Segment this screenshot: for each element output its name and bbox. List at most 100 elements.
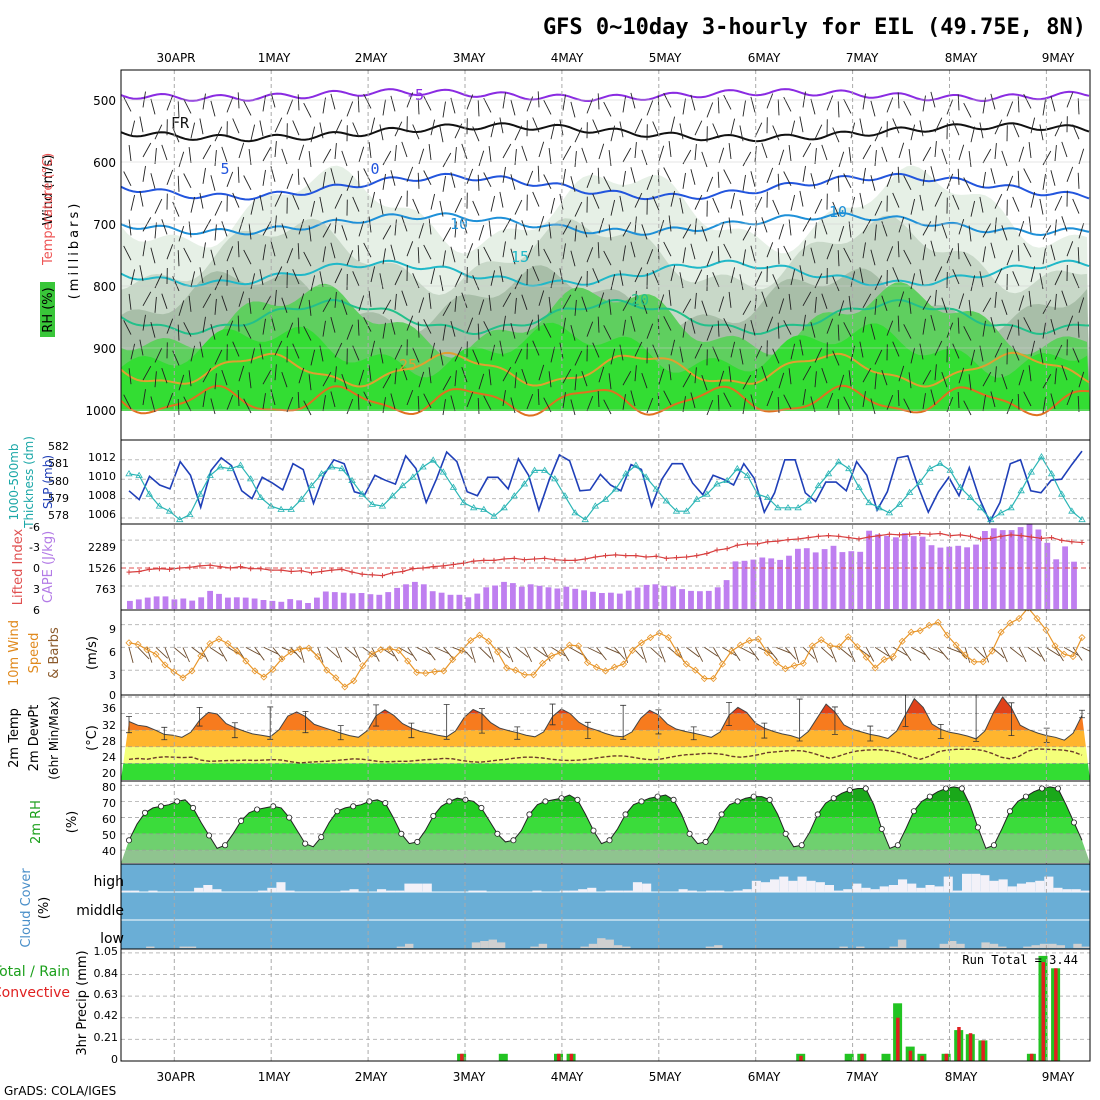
cape-bar [625,590,632,609]
li-point [450,562,456,568]
li-axis-label: Lifted Index [11,528,26,605]
wind10-barb [443,647,455,660]
wind-barb [358,295,365,311]
wind-barb [243,324,252,339]
wind-barb [274,364,277,381]
cape-bar [251,598,258,609]
wind10-barb [722,647,737,656]
cloud-high-bar [760,882,770,892]
wind-barb [394,145,397,162]
rh-point [638,798,645,805]
cape-bar [474,593,481,609]
cloud-low-bar [580,946,589,948]
wind-barb [483,97,492,113]
wind10-speed-point [907,628,915,636]
thickness-point [956,483,965,490]
wind-barb [154,124,163,140]
cloud-high-bar [733,890,743,892]
wind-barb [510,99,516,116]
rh-point [622,811,629,818]
wind-barb [248,297,252,314]
wind-barb [130,194,136,211]
thickness-point [459,498,468,506]
t2-unit: (°C) [85,725,100,751]
wind-barb [281,371,288,388]
wind10-axes: 9 6 3 0 10m Wind Speed & Barbs (m/s) [7,620,116,702]
li-point [258,566,264,572]
cape-bar [287,599,294,609]
cloud-low-bar [1039,943,1049,948]
wind10-speed-point [673,649,681,657]
wind-barb [310,200,316,217]
cloud-high-bar [276,882,286,892]
wind-barb [592,342,600,358]
wind-barb [123,394,132,410]
cape-bar [803,548,810,609]
bottom-day-labels: 30APR 1MAY 2MAY 3MAY 4MAY 5MAY 6MAY 7MAY… [156,1070,1074,1084]
wind-barb [382,150,392,166]
wind-barb [837,324,840,341]
wind10-barb [776,646,792,654]
wind-barb [570,101,576,118]
cloud-high-bar [642,883,652,892]
wind10-speed-point [709,674,717,683]
cloud-high-bar [568,890,578,892]
wind10-speed-point [134,640,142,648]
precip-total-bar [498,1053,508,1061]
wind-barb [742,100,746,117]
wind-barb [562,317,566,334]
wind-barb [562,368,572,384]
wind10-speed-point [152,650,160,658]
wind-barb [994,217,997,234]
wind-barb [382,225,392,240]
wind-barb [1001,225,1008,241]
wind-barb [922,369,932,385]
wind-barb [690,94,696,111]
wind-barb [870,175,876,191]
wind10-speed-point [449,655,457,664]
thickness-point [652,485,660,492]
wind-barb [622,96,626,113]
wind-barb [586,247,594,263]
wind-barb [694,218,697,235]
day-label-top: 8MAY [945,51,978,65]
wind10-speed-point [512,666,520,674]
wind-barb [172,127,180,143]
cloud-low-bar [989,943,999,948]
li-point [126,569,132,575]
wind-barb [941,297,948,313]
wind-barb [521,294,528,310]
day-label-top: 2MAY [355,51,388,65]
pressure-tick: 800 [93,280,116,294]
wind-barb [370,191,376,208]
wind-barb [814,273,823,289]
rh-point [478,804,485,811]
temp-minmax-bar [831,706,838,735]
wind-barb [679,123,684,140]
wind10-speed-point [260,673,268,681]
wind-barb [690,169,696,185]
wind10-barb [587,646,603,655]
wind-barb [477,397,480,415]
thickness-point [774,504,782,511]
wind-barb [718,370,725,387]
wind-barb [979,271,984,288]
wind-barb [859,267,864,284]
rh2-tick: 50 [102,829,116,842]
wind-barb [903,175,912,191]
cape-tick: 1526 [88,562,116,575]
wind10-speed-point [296,645,304,653]
wind-barb [262,295,272,311]
precip-convective-bar [1041,962,1045,1061]
cloud-high-bar [751,880,761,892]
precip-convective-bar [981,1040,985,1061]
wind-barb [994,291,997,308]
cape-bar [1035,529,1042,609]
wind-barb [810,98,816,115]
wind-barb [862,144,872,160]
wind-barb [934,191,943,207]
cape-bar [144,597,151,609]
wind10-speed-point [359,662,367,670]
wind-barb [892,192,900,208]
wind10-barb [874,647,889,657]
